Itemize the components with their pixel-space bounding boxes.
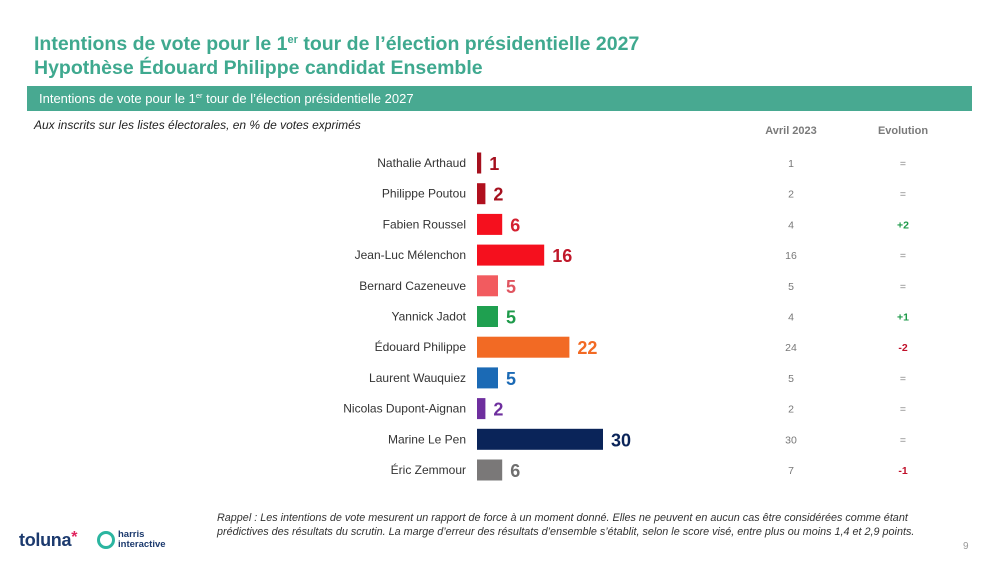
bar xyxy=(477,152,482,174)
previous-value: 7 xyxy=(788,465,794,477)
bar xyxy=(477,428,603,450)
page-number: 9 xyxy=(963,541,969,552)
evolution-value: +2 xyxy=(897,219,909,231)
data-label: 6 xyxy=(510,461,520,481)
evolution-value: = xyxy=(900,158,906,170)
bar xyxy=(477,183,486,205)
category-label: Édouard Philippe xyxy=(375,339,467,354)
bar xyxy=(477,336,570,358)
data-label: 16 xyxy=(552,246,572,266)
evolution-value: = xyxy=(900,189,906,201)
category-label: Nicolas Dupont-Aignan xyxy=(343,402,466,416)
previous-value: 4 xyxy=(788,219,794,231)
ring-icon xyxy=(97,531,115,549)
category-label: Éric Zemmour xyxy=(391,462,466,477)
title-line-2: Hypothèse Édouard Philippe candidat Ense… xyxy=(34,57,483,79)
chart-subtitle: Aux inscrits sur les listes électorales,… xyxy=(34,118,361,132)
column-header-evolution: Evolution xyxy=(877,125,929,137)
evolution-value: = xyxy=(900,434,906,446)
category-label: Philippe Poutou xyxy=(382,187,466,201)
previous-value: 1 xyxy=(788,158,794,170)
bar xyxy=(477,213,503,235)
previous-value: 2 xyxy=(788,189,794,201)
data-label: 2 xyxy=(493,400,503,420)
data-label: 22 xyxy=(577,338,597,358)
previous-value: 5 xyxy=(788,373,794,385)
data-label: 5 xyxy=(506,308,516,328)
category-label: Nathalie Arthaud xyxy=(377,156,466,170)
category-label: Jean-Luc Mélenchon xyxy=(355,248,466,262)
evolution-value: -1 xyxy=(898,465,907,477)
data-label: 5 xyxy=(506,369,516,389)
category-label: Laurent Wauquiez xyxy=(369,371,466,385)
category-label: Fabien Roussel xyxy=(383,217,466,231)
page-title: Intentions de vote pour le 1er tour de l… xyxy=(34,28,639,80)
column-header-previous: Avril 2023 xyxy=(765,125,817,137)
evolution-value: = xyxy=(900,373,906,385)
bar xyxy=(477,275,498,297)
category-label: Marine Le Pen xyxy=(388,432,466,446)
previous-value: 24 xyxy=(785,342,797,354)
toluna-logo: toluna* xyxy=(19,529,78,550)
previous-value: 4 xyxy=(788,312,794,324)
data-label: 1 xyxy=(489,154,499,174)
section-band-label: Intentions de vote pour le 1er tour de l… xyxy=(39,91,414,106)
data-label: 5 xyxy=(506,277,516,297)
data-label: 30 xyxy=(611,430,631,450)
category-label: Yannick Jadot xyxy=(392,310,467,324)
previous-value: 2 xyxy=(788,404,794,416)
evolution-value: = xyxy=(900,281,906,293)
evolution-value: -2 xyxy=(898,342,907,354)
section-band: Intentions de vote pour le 1er tour de l… xyxy=(27,86,972,111)
evolution-value: = xyxy=(900,404,906,416)
title-line-1: Intentions de vote pour le 1er tour de l… xyxy=(34,33,640,55)
bar xyxy=(477,244,545,266)
previous-value: 5 xyxy=(788,281,794,293)
data-label: 2 xyxy=(493,185,503,205)
footnote: Rappel : Les intentions de vote mesurent… xyxy=(217,512,915,538)
bar xyxy=(477,459,503,481)
bar xyxy=(477,367,498,389)
data-label: 6 xyxy=(510,215,520,235)
previous-value: 16 xyxy=(785,250,797,262)
bar xyxy=(477,306,498,327)
previous-value: 30 xyxy=(785,434,797,446)
bar xyxy=(477,398,486,420)
evolution-value: = xyxy=(900,250,906,262)
asterisk-icon: * xyxy=(71,529,78,546)
category-label: Bernard Cazeneuve xyxy=(359,279,466,293)
evolution-value: +1 xyxy=(897,312,909,324)
